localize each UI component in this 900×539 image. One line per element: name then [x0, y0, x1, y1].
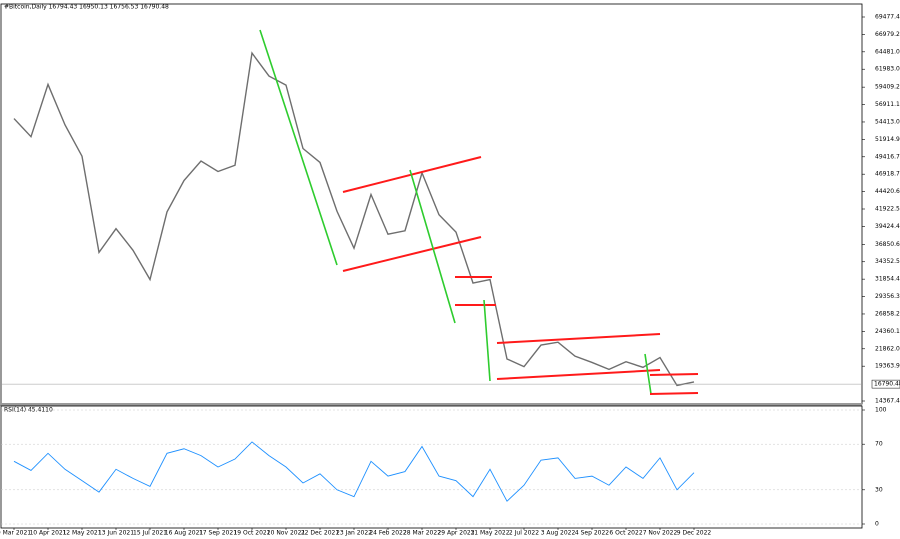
y-tick-label: 70: [875, 441, 883, 448]
x-tick-label: 10 Apr 2021: [29, 530, 66, 537]
y-tick-label: 26858.20: [875, 310, 900, 317]
y-tick-label: 34352.50: [875, 258, 900, 265]
y-tick-label: 29356.30: [875, 293, 900, 300]
series-line: [13, 441, 695, 502]
y-tick-label: 51914.90: [875, 136, 900, 143]
y-tick-label: 41922.50: [875, 205, 900, 212]
trendline: [259, 29, 338, 266]
trendline: [496, 333, 661, 344]
x-tick-label: 24 Feb 2022: [369, 530, 407, 537]
trendline: [409, 169, 456, 324]
x-tick-label: 28 Mar 2022: [403, 530, 441, 537]
y-tick-label: 54413.00: [875, 118, 900, 125]
last-price-label: 16790.48: [874, 381, 900, 388]
y-tick-label: 39424.40: [875, 223, 900, 230]
x-tick-label: 6 Oct 2022: [609, 530, 642, 537]
y-tick-label: 36850.60: [875, 241, 900, 248]
y-tick-label: 21862.00: [875, 345, 900, 352]
rsi-panel: [0, 405, 863, 529]
y-tick-label: 24360.10: [875, 328, 900, 335]
x-tick-label: 9 Mar 2021: [0, 530, 31, 537]
last-price-box: [871, 379, 900, 389]
y-tick-label: 59409.20: [875, 84, 900, 91]
x-tick-label: 15 Jul 2021: [133, 530, 167, 537]
trendline: [342, 236, 482, 272]
trendline: [649, 392, 699, 395]
x-tick-label: 3 Aug 2022: [541, 530, 576, 537]
y-tick-label: 14367.40: [875, 398, 900, 405]
y-tick-label: 69477.40: [875, 13, 900, 20]
x-tick-label: 9 Dec 2022: [677, 530, 712, 537]
chart-title: #Bitcoin,Daily 16794.43 16950.13 16756.5…: [4, 4, 169, 11]
trendline: [496, 369, 661, 380]
y-tick-label: 30: [875, 486, 883, 493]
x-tick-label: 12 May 2021: [62, 530, 101, 537]
x-tick-label: 16 Aug 2021: [165, 530, 204, 537]
y-tick-label: 46918.70: [875, 171, 900, 178]
price-panel: [0, 3, 863, 405]
y-tick-label: 49416.70: [875, 153, 900, 160]
x-tick-label: 29 Apr 2022: [437, 530, 474, 537]
y-tick-label: 64481.00: [875, 48, 900, 55]
x-tick-label: 17 Sep 2021: [199, 530, 237, 537]
y-tick-label: 66979.20: [875, 31, 900, 38]
x-tick-label: 2 Jul 2022: [509, 530, 539, 537]
trendlines: [259, 29, 699, 395]
x-tick-label: 20 Nov 2021: [267, 530, 306, 537]
x-tick-label: 22 Dec 2021: [301, 530, 340, 537]
y-tick-label: 44420.60: [875, 188, 900, 195]
y-tick-label: 0: [875, 521, 879, 528]
trendline: [483, 299, 491, 382]
x-tick-label: 4 Sep 2022: [575, 530, 609, 537]
x-tick-label: 13 Jun 2021: [98, 530, 134, 537]
x-tick-label: 31 May 2022: [470, 530, 509, 537]
trendline: [644, 353, 652, 395]
panel-separator: [0, 403, 862, 406]
y-tick-label: 19363.90: [875, 363, 900, 370]
y-tick-label: 61983.00: [875, 66, 900, 73]
series-line: [13, 51, 695, 387]
rsi-title: RSI(14) 45.4110: [4, 407, 53, 414]
x-tick-label: 23 Jan 2022: [336, 530, 372, 537]
y-tick-label: 100: [875, 407, 887, 414]
trendline: [649, 373, 699, 376]
y-tick-label: 31854.40: [875, 276, 900, 283]
y-tick-label: 56911.10: [875, 101, 900, 108]
x-tick-label: 7 Nov 2022: [643, 530, 678, 537]
x-tick-label: 19 Oct 2021: [233, 530, 270, 537]
